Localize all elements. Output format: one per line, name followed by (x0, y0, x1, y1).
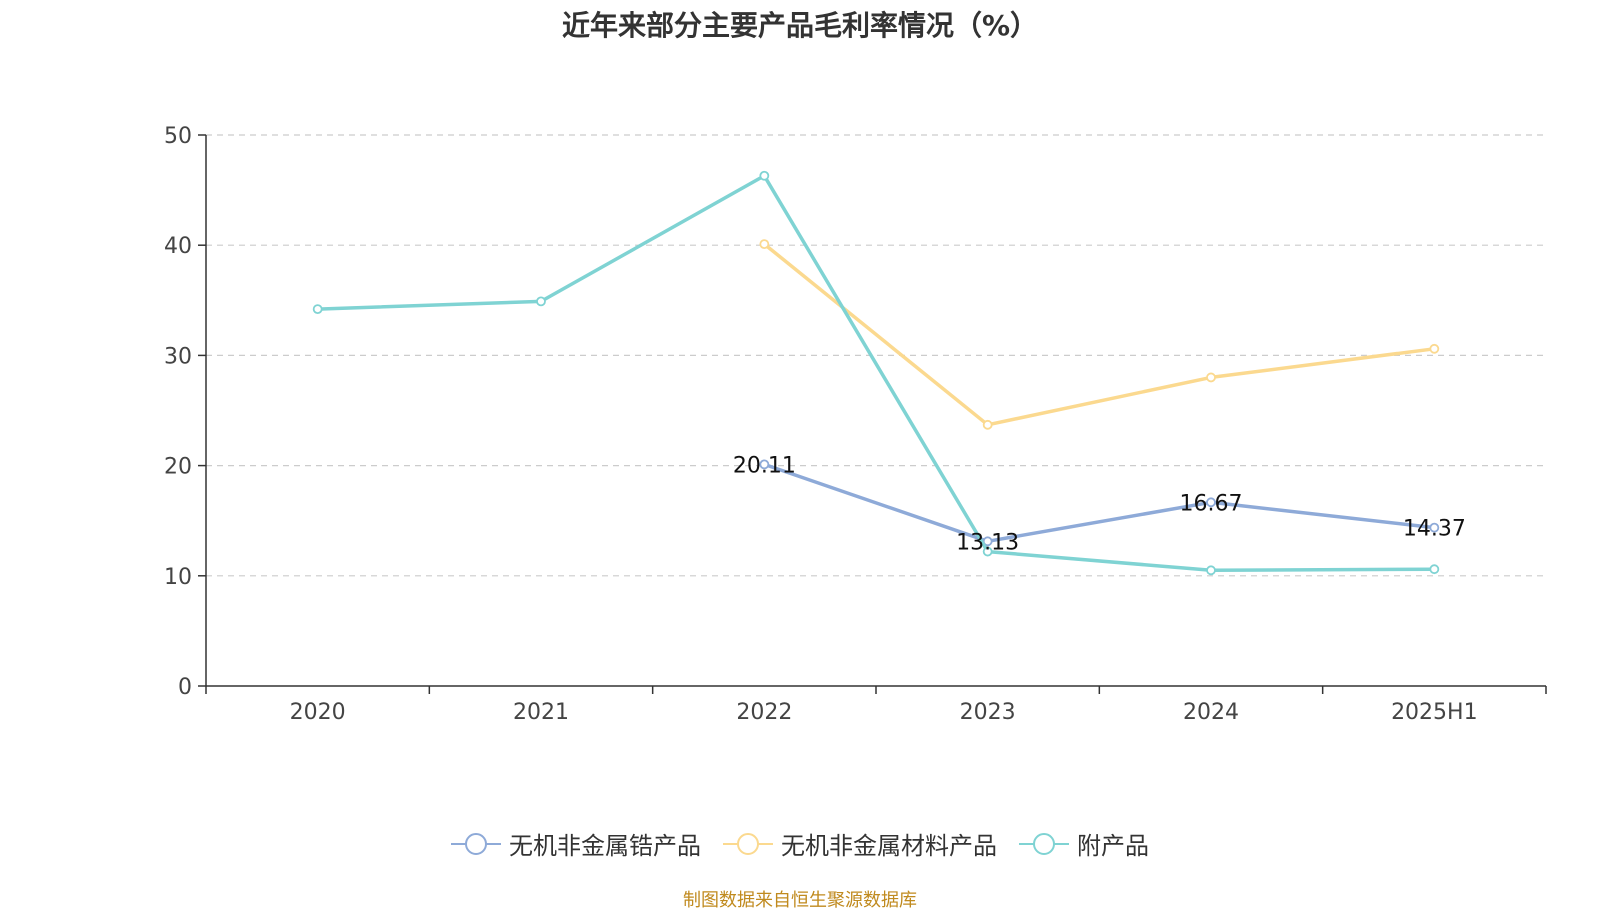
data-point (982, 419, 993, 430)
y-tick-label: 40 (164, 234, 192, 259)
legend-label: 无机非金属锆产品 (509, 832, 701, 860)
y-tick-label: 30 (164, 344, 192, 369)
data-point (1429, 564, 1440, 575)
series-line-2 (317, 174, 1435, 573)
data-point (1206, 497, 1216, 508)
data-label: 14.37 (1403, 517, 1466, 542)
y-tick-label: 0 (178, 675, 192, 700)
data-label: 13.13 (956, 530, 1019, 555)
legend-marker-icon (723, 832, 773, 855)
data-point (982, 546, 993, 557)
data-label: 16.67 (1180, 491, 1243, 516)
series-line-0 (763, 462, 1435, 544)
legend-item[interactable]: 附产品 (1019, 826, 1149, 861)
y-tick-label: 20 (164, 455, 192, 480)
data-point (1429, 522, 1440, 533)
x-tick-label: 2023 (960, 700, 1016, 725)
data-point (312, 304, 323, 315)
x-tick-label: 2024 (1183, 700, 1239, 725)
source-note: 制图数据来自恒生聚源数据库 (683, 890, 917, 911)
legend-label: 附产品 (1077, 832, 1149, 860)
data-point (1429, 343, 1440, 354)
data-point (1206, 565, 1216, 576)
x-tick-label: 2022 (736, 700, 792, 725)
data-point (536, 296, 546, 307)
legend-marker-icon (1019, 832, 1069, 855)
legend-marker-icon (451, 832, 501, 855)
x-tick-label: 2020 (290, 700, 346, 725)
data-point (759, 239, 770, 249)
y-tick-label: 50 (164, 124, 192, 149)
x-tick-label: 2021 (513, 700, 569, 725)
chart-title: 近年来部分主要产品毛利率情况（%） (561, 9, 1039, 42)
legend: 无机非金属锆产品 无机非金属材料产品 附产品 (0, 826, 1600, 861)
data-point (982, 536, 993, 547)
y-tick-label: 10 (164, 565, 192, 590)
legend-label: 无机非金属材料产品 (781, 832, 997, 860)
legend-item[interactable]: 无机非金属材料产品 (723, 826, 997, 861)
data-point (759, 459, 770, 470)
legend-item[interactable]: 无机非金属锆产品 (451, 826, 701, 861)
data-point (1206, 372, 1216, 383)
x-tick-label: 2025H1 (1391, 700, 1478, 725)
series-line-1 (763, 242, 1435, 427)
data-label: 20.11 (733, 453, 796, 478)
data-point (759, 170, 770, 181)
